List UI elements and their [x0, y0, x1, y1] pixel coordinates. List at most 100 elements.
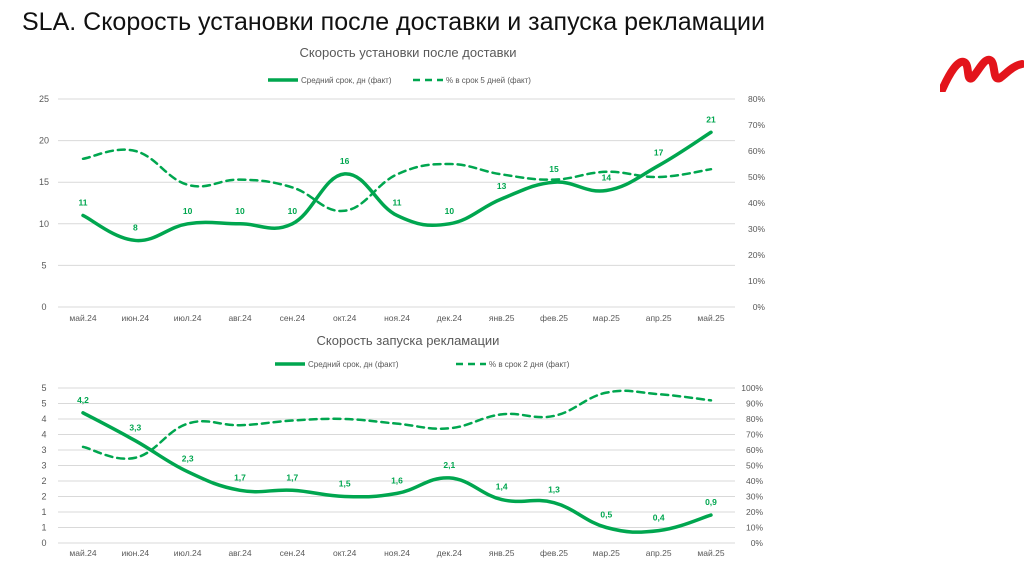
- x-axis-tick: янв.25: [489, 313, 515, 323]
- left-axis-tick: 1: [41, 507, 46, 517]
- x-axis-tick: май.24: [69, 548, 96, 558]
- right-axis-tick: 10%: [746, 523, 763, 533]
- left-axis-tick: 5: [41, 383, 46, 393]
- left-axis-tick: 15: [39, 177, 49, 187]
- right-axis-tick: 40%: [748, 198, 765, 208]
- right-axis-tick: 30%: [748, 224, 765, 234]
- right-axis-tick: 50%: [748, 172, 765, 182]
- x-axis-tick: сен.24: [280, 313, 306, 323]
- right-axis-tick: 80%: [748, 94, 765, 104]
- x-axis-tick: июн.24: [122, 548, 150, 558]
- data-label: 13: [497, 181, 507, 191]
- right-axis-tick: 30%: [746, 492, 763, 502]
- right-axis-tick: 60%: [746, 445, 763, 455]
- x-axis-tick: май.24: [69, 313, 96, 323]
- right-axis-tick: 70%: [748, 120, 765, 130]
- legend-label: % в срок 5 дней (факт): [446, 76, 531, 85]
- left-axis-tick: 2: [41, 492, 46, 502]
- data-label: 14: [602, 173, 612, 183]
- left-axis-tick: 1: [41, 523, 46, 533]
- data-label: 1,6: [391, 475, 403, 485]
- left-axis-tick: 10: [39, 219, 49, 229]
- chart-title: Скорость установки после доставки: [300, 45, 517, 60]
- x-axis-tick: авг.24: [228, 313, 251, 323]
- right-axis-tick: 0%: [751, 538, 764, 548]
- right-axis-tick: 20%: [746, 507, 763, 517]
- x-axis-tick: дек.24: [437, 313, 462, 323]
- right-axis-tick: 80%: [746, 414, 763, 424]
- left-axis-tick: 0: [41, 538, 46, 548]
- x-axis-tick: окт.24: [333, 548, 357, 558]
- brand-logo: [940, 55, 1024, 92]
- data-label: 1,7: [286, 472, 298, 482]
- page-title: SLA. Скорость установки после доставки и…: [22, 8, 765, 36]
- right-axis-tick: 40%: [746, 476, 763, 486]
- legend-label: % в срок 2 дня (факт): [489, 360, 570, 369]
- data-label: 1,7: [234, 472, 246, 482]
- x-axis-tick: фев.25: [540, 313, 568, 323]
- data-label: 2,1: [443, 460, 455, 470]
- x-axis-tick: июл.24: [174, 548, 202, 558]
- data-label: 0,4: [653, 513, 665, 523]
- data-label: 15: [549, 164, 559, 174]
- right-axis-tick: 90%: [746, 399, 763, 409]
- series-line-percent-on-time: [81, 389, 713, 460]
- data-label: 11: [79, 197, 88, 207]
- data-label: 1,4: [496, 482, 508, 492]
- x-axis-tick: май.25: [697, 548, 724, 558]
- data-label: 3,3: [129, 423, 141, 433]
- x-axis-tick: май.25: [697, 313, 724, 323]
- data-label: 4,2: [77, 395, 89, 405]
- data-label: 10: [235, 206, 245, 216]
- x-axis-tick: ноя.24: [384, 313, 410, 323]
- data-label: 2,3: [182, 454, 194, 464]
- x-axis-tick: окт.24: [333, 313, 357, 323]
- data-label: 8: [133, 222, 138, 232]
- right-axis-tick: 100%: [741, 383, 763, 393]
- x-axis-tick: апр.25: [646, 548, 672, 558]
- data-label: 10: [445, 206, 455, 216]
- right-axis-tick: 10%: [748, 276, 765, 286]
- x-axis-tick: ноя.24: [384, 548, 410, 558]
- data-label: 10: [183, 206, 193, 216]
- left-axis-tick: 2: [41, 476, 46, 486]
- left-axis-tick: 5: [41, 399, 46, 409]
- series-line-percent-on-time: [81, 148, 713, 213]
- data-label: 11: [393, 197, 402, 207]
- left-axis-tick: 3: [41, 461, 46, 471]
- left-axis-tick: 20: [39, 136, 49, 146]
- data-label: 10: [288, 206, 298, 216]
- data-label: 0,5: [600, 510, 612, 520]
- data-label: 17: [654, 148, 664, 158]
- chart-title: Скорость запуска рекламации: [317, 333, 500, 348]
- x-axis-tick: мар.25: [593, 313, 620, 323]
- x-axis-tick: янв.25: [489, 548, 515, 558]
- right-axis-tick: 50%: [746, 461, 763, 471]
- left-axis-tick: 0: [41, 302, 46, 312]
- x-axis-tick: авг.24: [228, 548, 251, 558]
- right-axis-tick: 60%: [748, 146, 765, 156]
- left-axis-tick: 25: [39, 94, 49, 104]
- x-axis-tick: апр.25: [646, 313, 672, 323]
- x-axis-tick: июн.24: [122, 313, 150, 323]
- data-label: 0,9: [705, 497, 717, 507]
- data-label: 1,5: [339, 479, 351, 489]
- left-axis-tick: 4: [41, 430, 46, 440]
- data-label: 21: [706, 114, 716, 124]
- x-axis-tick: сен.24: [280, 548, 306, 558]
- left-axis-tick: 5: [41, 260, 46, 270]
- series-line-avg-days: [81, 411, 713, 534]
- right-axis-tick: 70%: [746, 430, 763, 440]
- x-axis-tick: дек.24: [437, 548, 462, 558]
- left-axis-tick: 4: [41, 414, 46, 424]
- data-label: 16: [340, 156, 350, 166]
- x-axis-tick: фев.25: [540, 548, 568, 558]
- data-label: 1,3: [548, 485, 560, 495]
- left-axis-tick: 3: [41, 445, 46, 455]
- x-axis-tick: июл.24: [174, 313, 202, 323]
- legend-label: Средний срок, дн (факт): [308, 360, 399, 369]
- x-axis-tick: мар.25: [593, 548, 620, 558]
- right-axis-tick: 20%: [748, 250, 765, 260]
- legend-label: Средний срок, дн (факт): [301, 76, 392, 85]
